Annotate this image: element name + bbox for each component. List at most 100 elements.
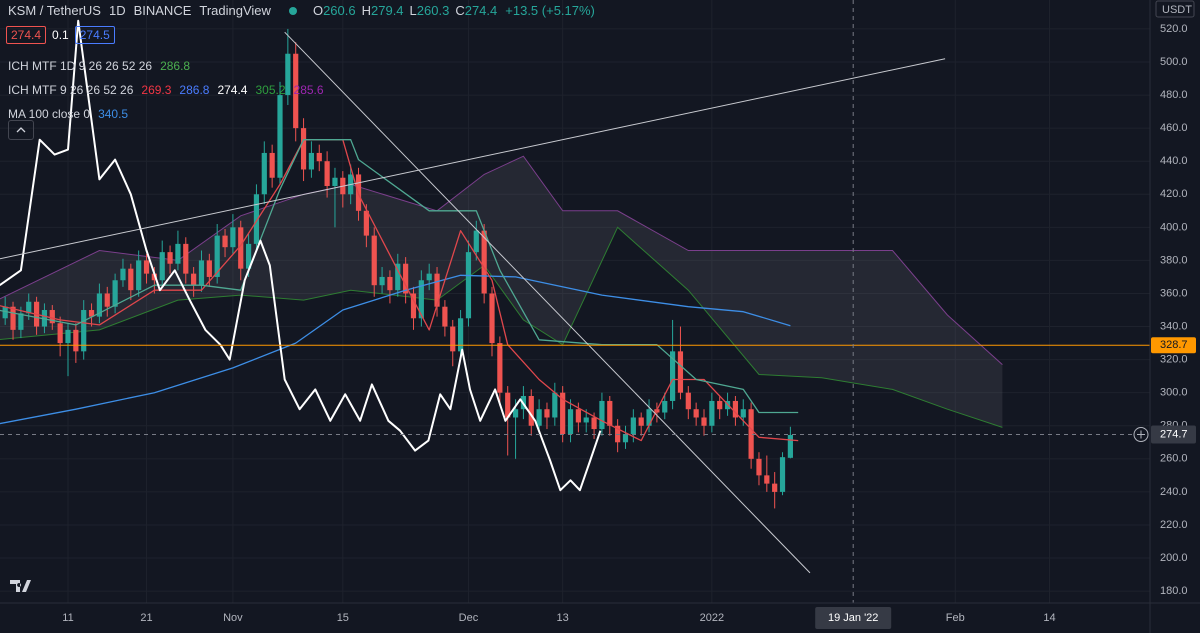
candle-body xyxy=(779,457,786,492)
candle-body xyxy=(575,409,581,423)
candle-body xyxy=(465,252,472,319)
candle-body xyxy=(662,400,668,413)
y-tick-label: 420.0 xyxy=(1160,188,1188,200)
status-dot xyxy=(288,6,297,15)
candle-body xyxy=(387,276,393,291)
x-tick-label: Feb xyxy=(946,612,965,624)
candle-body xyxy=(332,177,338,187)
ohlc-item: L260.3 xyxy=(410,3,450,18)
candle-body xyxy=(245,243,252,269)
candle-body xyxy=(536,409,542,426)
interval: 1D xyxy=(108,3,126,18)
candle-body xyxy=(567,409,574,435)
candle-body xyxy=(81,310,87,352)
ohlc-item: O260.6 xyxy=(313,3,356,18)
candle-body xyxy=(151,273,157,281)
x-tick-label: 14 xyxy=(1043,612,1055,624)
candle-body xyxy=(49,310,55,324)
indicator-line xyxy=(0,274,791,425)
price-tag xyxy=(1151,337,1196,354)
ohlc-value: 260.6 xyxy=(323,3,356,18)
x-tick-label: Dec xyxy=(459,612,479,624)
indicator-value: 274.4 xyxy=(217,83,248,97)
candle-body xyxy=(450,326,456,352)
indicator-name: ICH MTF 9 26 26 52 26 xyxy=(8,83,134,97)
collapse-button[interactable] xyxy=(8,120,34,140)
candle-body xyxy=(442,306,448,327)
candle-body xyxy=(379,276,385,286)
buy-button[interactable]: 274.5 xyxy=(74,26,115,44)
y-tick-label: 200.0 xyxy=(1160,552,1188,564)
candle-body xyxy=(167,252,173,264)
crosshair-date: 19 Jan '22 xyxy=(828,612,878,624)
candle-body xyxy=(285,53,291,96)
y-tick-label: 400.0 xyxy=(1160,221,1188,233)
sell-button[interactable]: 274.4 xyxy=(6,26,47,44)
candle-body xyxy=(473,230,479,253)
y-tick-label: 240.0 xyxy=(1160,486,1188,498)
candle-body xyxy=(222,235,228,248)
candle-body xyxy=(591,417,597,430)
candle-body xyxy=(18,313,24,330)
candle-body xyxy=(434,273,440,307)
indicator-name: ICH MTF 1D 9 26 26 52 26 xyxy=(8,59,153,73)
candle-body xyxy=(622,434,629,443)
cloud-upper xyxy=(0,155,1003,365)
ohlc-letter: C xyxy=(455,3,465,18)
candle-body xyxy=(505,392,511,418)
ohlc-item: C274.4 xyxy=(455,3,497,18)
candle-body xyxy=(701,417,707,426)
candle-body xyxy=(732,400,739,418)
candle-body xyxy=(300,128,307,170)
candle-body xyxy=(552,392,558,418)
candle-body xyxy=(685,392,691,410)
candle-body xyxy=(206,260,212,277)
y-tick-label: 440.0 xyxy=(1160,155,1188,167)
symbol: KSM / TetherUS xyxy=(8,3,101,18)
y-tick-label: 380.0 xyxy=(1160,254,1188,266)
ohlc: O260.6 H279.4 L260.3 C274.4 xyxy=(313,3,497,18)
buttons: 274.4 0.1 274.5 xyxy=(6,26,115,44)
candle-body xyxy=(677,351,684,393)
indicator-row: ICH MTF 9 26 26 52 26 269.3 286.8 274.4 305.… xyxy=(8,78,324,102)
x-tick-label: 2022 xyxy=(700,612,724,624)
candle-body xyxy=(214,235,220,277)
candle-body xyxy=(324,161,330,187)
candle-body xyxy=(104,293,110,307)
candle-body xyxy=(136,260,142,291)
crosshair-date-tag xyxy=(815,607,892,629)
indicator-row: MA 100 close 0 340.5 xyxy=(8,102,324,126)
logo xyxy=(10,580,31,592)
candle-body xyxy=(316,152,322,162)
ohlc-value: 279.4 xyxy=(371,3,404,18)
cloud-lower xyxy=(0,226,1003,428)
y-tick-label: 180.0 xyxy=(1160,585,1188,597)
candle-body xyxy=(512,409,519,418)
x-tick-label: 11 xyxy=(62,612,73,624)
candle-body xyxy=(26,301,32,314)
candle-body xyxy=(269,152,275,178)
x-tick-label: 15 xyxy=(337,612,349,624)
candle-body xyxy=(607,400,613,426)
candle-body xyxy=(261,152,267,195)
y-tick-label: 520.0 xyxy=(1160,23,1188,35)
candle-body xyxy=(96,293,103,317)
candle-body xyxy=(481,230,487,294)
candle-body xyxy=(73,329,79,352)
candle-body xyxy=(143,260,150,274)
indicator-value: 305.2 xyxy=(255,83,286,97)
candle-body xyxy=(457,318,464,352)
y-tick-label: 500.0 xyxy=(1160,56,1188,68)
candle-body xyxy=(709,400,715,426)
indicator-value: 340.5 xyxy=(98,107,129,121)
y-tick-label: 480.0 xyxy=(1160,89,1188,101)
y-tick-label: 300.0 xyxy=(1160,387,1188,399)
candle-body xyxy=(638,417,644,426)
currency-box xyxy=(1155,0,1195,18)
candle-body xyxy=(426,273,432,281)
y-tick-label: 340.0 xyxy=(1160,320,1188,332)
candle-body xyxy=(670,351,676,401)
currency: USDT xyxy=(1162,4,1192,16)
